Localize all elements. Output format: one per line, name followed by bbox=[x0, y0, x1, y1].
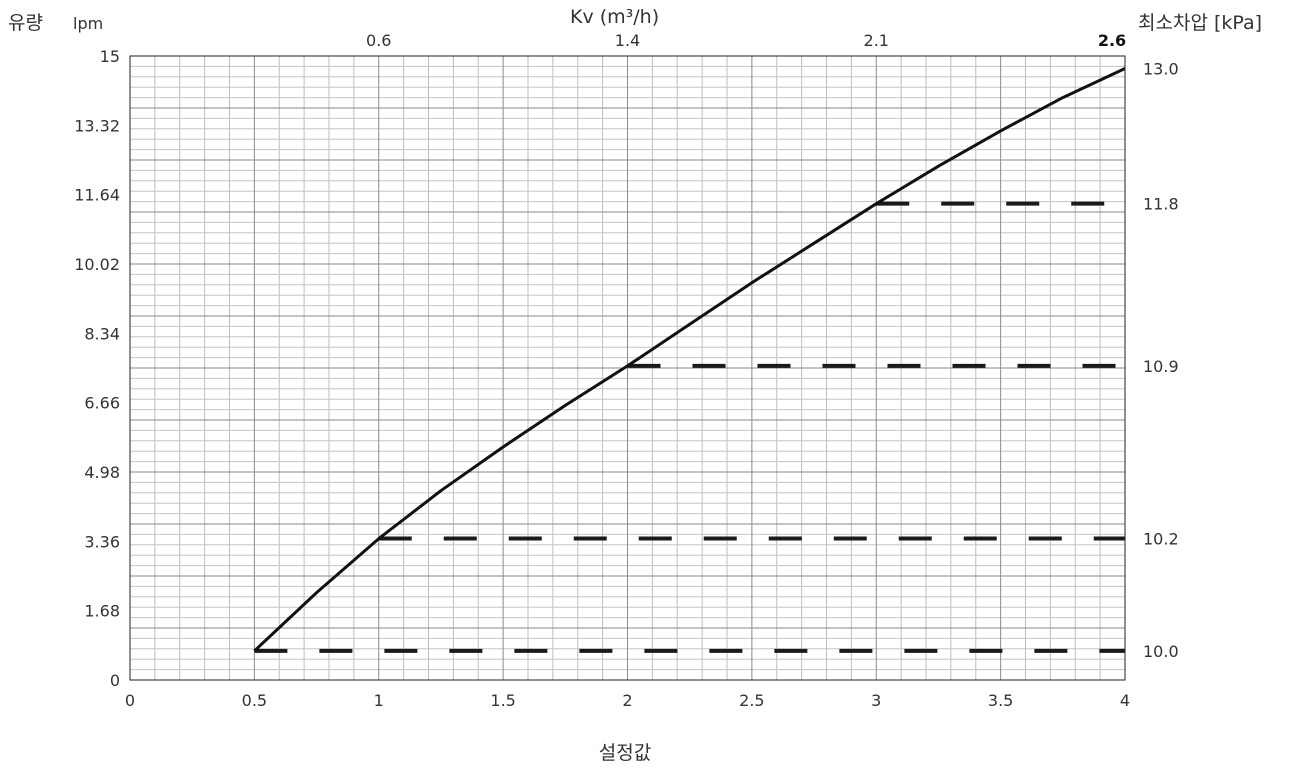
x-tick-label: 1 bbox=[374, 691, 384, 710]
y-tick-label: 11.64 bbox=[74, 186, 120, 205]
right-tick-label: 10.2 bbox=[1143, 530, 1179, 549]
flow-curve bbox=[253, 67, 1126, 652]
flow-curve-line bbox=[253, 67, 1126, 652]
x-tick-label: 0 bbox=[125, 691, 135, 710]
top-tick-labels: 0.6 1.4 2.1 2.6 bbox=[366, 31, 1126, 50]
x-tick-label: 2.5 bbox=[739, 691, 764, 710]
y-tick-label: 4.98 bbox=[84, 463, 120, 482]
y-tick-label: 6.66 bbox=[84, 394, 120, 413]
y-tick-label: 13.32 bbox=[74, 116, 120, 135]
top-tick-label: 2.1 bbox=[864, 31, 889, 50]
x-axis-label: 설정값 bbox=[598, 742, 652, 764]
y-tick-label: 15 bbox=[100, 47, 120, 66]
y-tick-label: 1.68 bbox=[84, 602, 120, 621]
right-tick-labels: 10.0 10.2 10.9 11.8 13.0 bbox=[1143, 59, 1179, 660]
grid-major bbox=[130, 56, 1125, 680]
top-axis-label: Kv (m³/h) bbox=[570, 6, 660, 28]
right-tick-label: 11.8 bbox=[1143, 195, 1179, 214]
y-tick-label: 0 bbox=[110, 671, 120, 690]
y-tick-labels: 0 1.68 3.36 4.98 6.66 8.34 10.02 11.64 13.32 15 bbox=[74, 47, 120, 690]
right-tick-label: 13.0 bbox=[1143, 59, 1179, 78]
y-tick-label: 3.36 bbox=[84, 532, 120, 551]
y-axis-unit: lpm bbox=[73, 14, 104, 33]
y-tick-label: 8.34 bbox=[84, 324, 120, 343]
right-tick-label: 10.0 bbox=[1143, 642, 1179, 661]
y-tick-label: 10.02 bbox=[74, 255, 120, 274]
x-tick-label: 0.5 bbox=[242, 691, 267, 710]
dashed-levels bbox=[254, 201, 1125, 653]
y-axis-label: 유량 bbox=[8, 12, 43, 34]
plot-frame bbox=[129, 55, 1126, 681]
x-tick-label: 3.5 bbox=[988, 691, 1013, 710]
right-axis-label: 최소차압 [kPa] bbox=[1138, 12, 1263, 34]
top-tick-label: 1.4 bbox=[615, 31, 640, 50]
top-tick-label: 2.6 bbox=[1098, 31, 1126, 50]
x-tick-label: 2 bbox=[622, 691, 632, 710]
x-tick-label: 3 bbox=[871, 691, 881, 710]
x-tick-labels: 0 0.5 1 1.5 2 2.5 3 3.5 4 bbox=[125, 691, 1130, 710]
right-tick-label: 10.9 bbox=[1143, 357, 1179, 376]
x-tick-label: 4 bbox=[1120, 691, 1130, 710]
x-tick-label: 1.5 bbox=[490, 691, 515, 710]
top-tick-label: 0.6 bbox=[366, 31, 391, 50]
